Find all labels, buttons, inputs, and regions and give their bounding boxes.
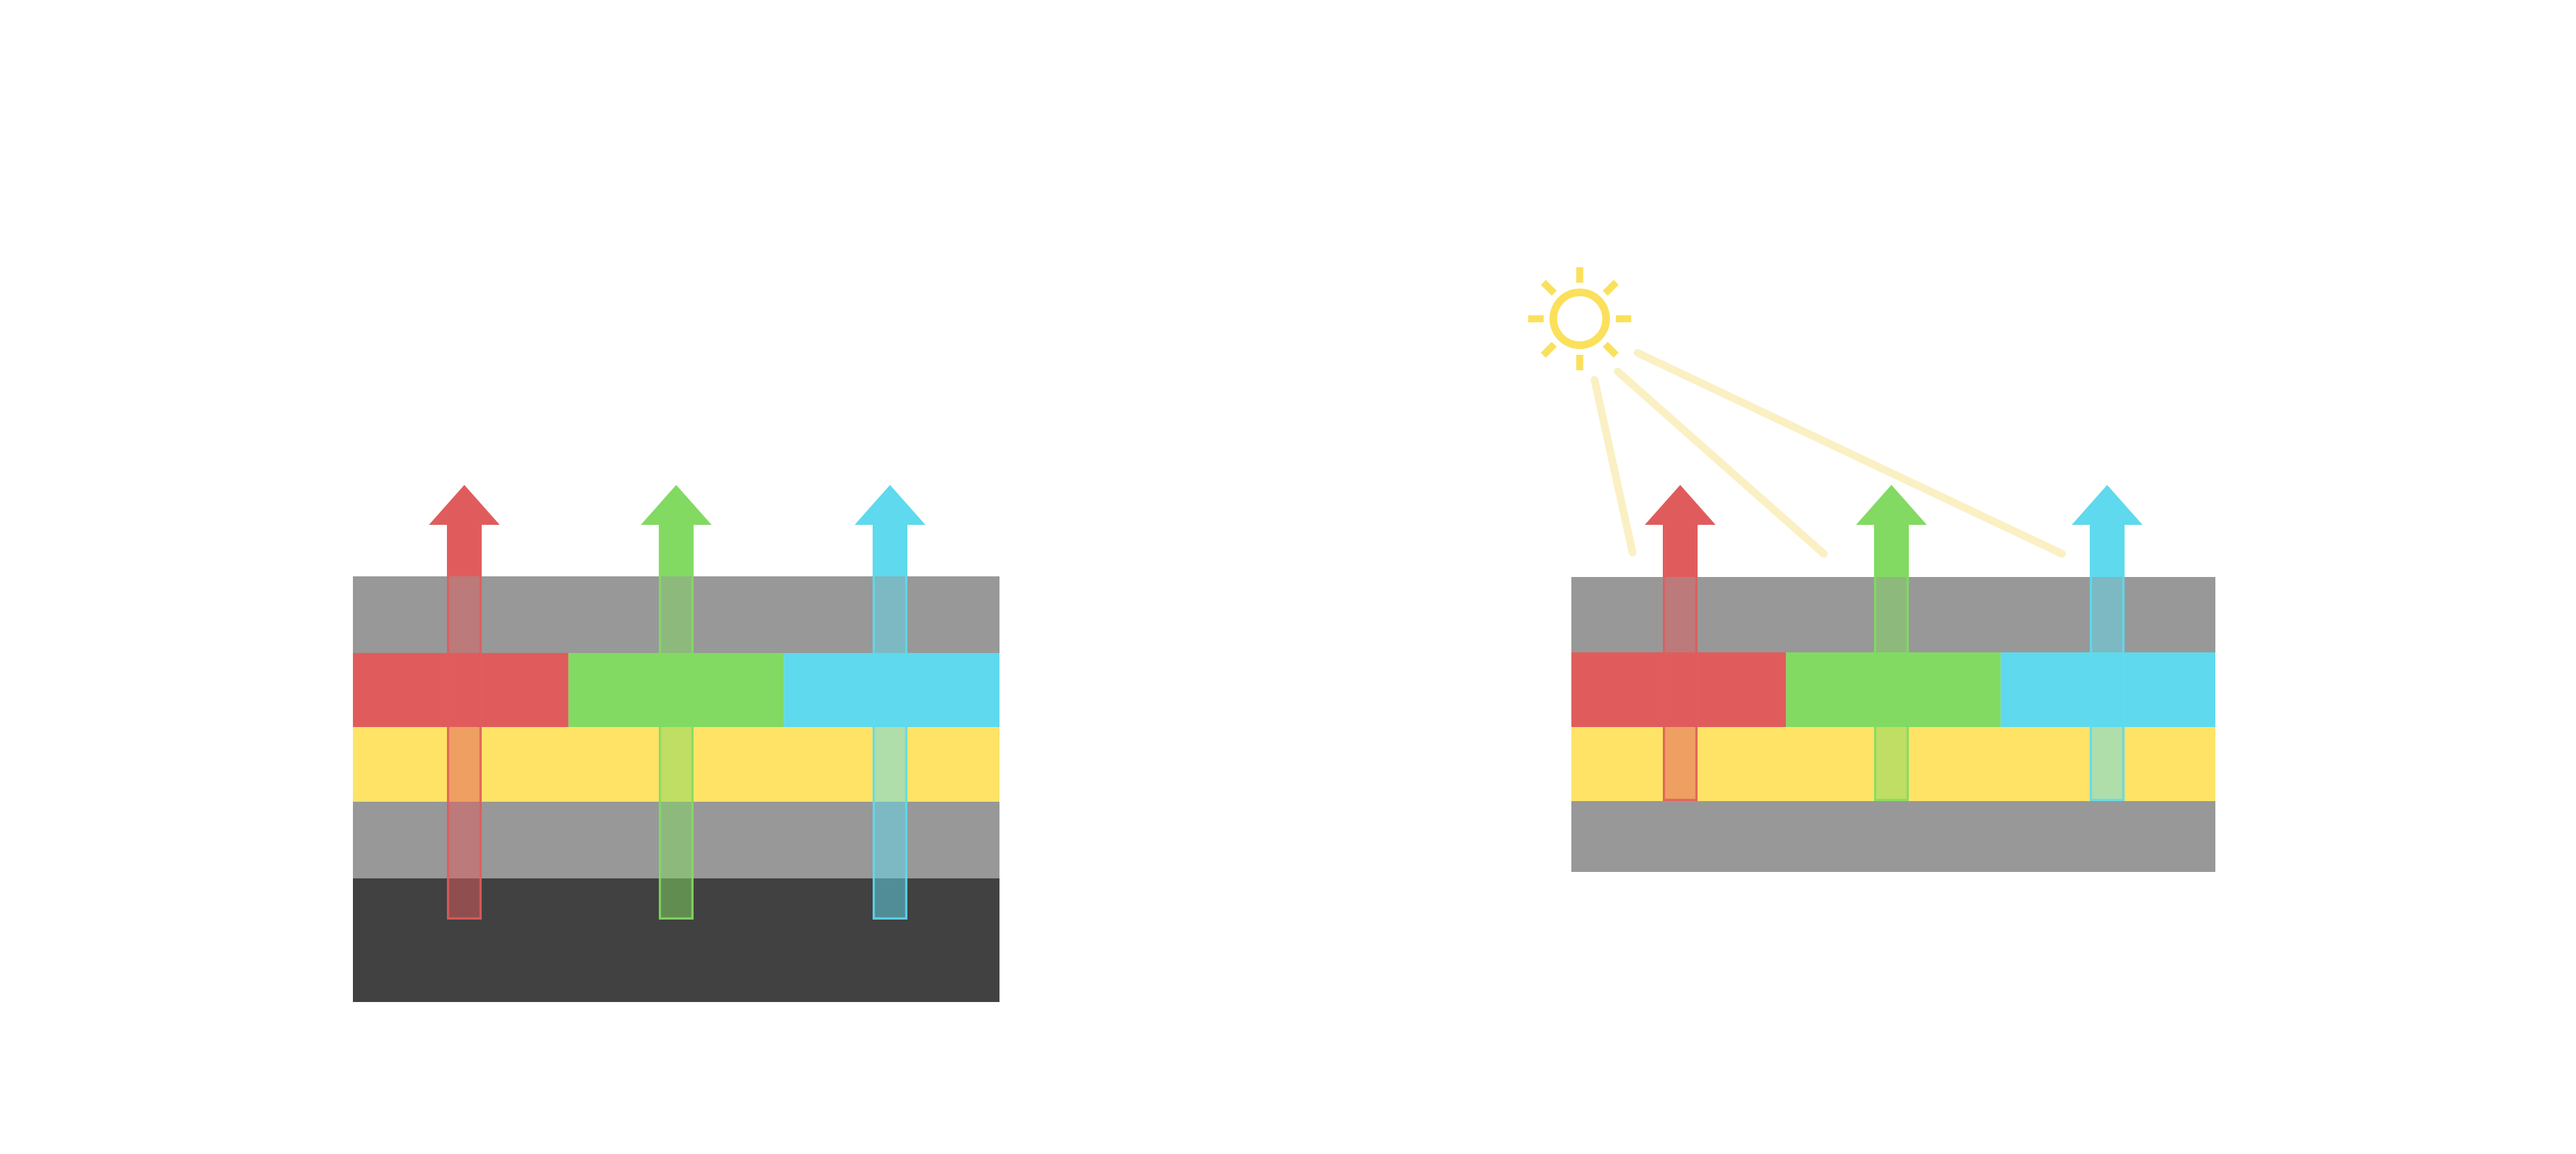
reflective-arrow-green	[1856, 485, 1927, 801]
reflective-arrow-green-shaft-border	[1874, 577, 1909, 801]
reflective-bottom-electrode-layer	[1571, 801, 2215, 872]
emissive-arrow-blue-shaft-border	[873, 576, 907, 920]
reflective-arrow-green-head	[1856, 485, 1927, 577]
emissive-arrow-blue-shaft	[873, 576, 907, 920]
emissive-arrow-red-shaft	[447, 576, 482, 920]
reflective-arrow-red	[1645, 485, 1716, 801]
reflective-arrow-blue-shaft	[2090, 577, 2125, 801]
sunlight-beam-3	[1634, 349, 2066, 558]
emissive-arrow-red-shaft-border	[447, 576, 482, 920]
sun-ring	[1549, 288, 1610, 349]
reflective-arrow-red-head	[1645, 485, 1716, 577]
sunlight-beam-2	[1614, 368, 1828, 558]
sun-ray-6	[1540, 279, 1557, 296]
emissive-arrow-red	[429, 485, 500, 920]
reflective-arrow-red-shaft	[1663, 577, 1698, 801]
reflective-arrow-blue-shaft-border	[2090, 577, 2125, 801]
emissive-arrow-green-shaft	[659, 576, 694, 920]
reflective-arrow-blue	[2072, 485, 2143, 801]
sun-icon	[1528, 267, 1631, 370]
emissive-arrow-red-head	[429, 485, 500, 576]
emissive-arrow-green-shaft-border	[659, 576, 694, 920]
sun-ray-2	[1602, 341, 1619, 358]
emissive-arrow-green	[641, 485, 712, 920]
reflective-arrow-green-shaft	[1874, 577, 1909, 801]
emissive-arrow-green-head	[641, 485, 712, 576]
reflective-arrow-red-shaft-border	[1663, 577, 1698, 801]
sun-ray-4	[1540, 341, 1557, 358]
sun-ray-8	[1602, 279, 1619, 296]
emissive-arrow-blue-head	[855, 485, 925, 576]
emissive-arrow-blue	[855, 485, 925, 920]
reflective-arrow-blue-head	[2072, 485, 2143, 577]
sunlight-beam-1	[1591, 376, 1636, 556]
